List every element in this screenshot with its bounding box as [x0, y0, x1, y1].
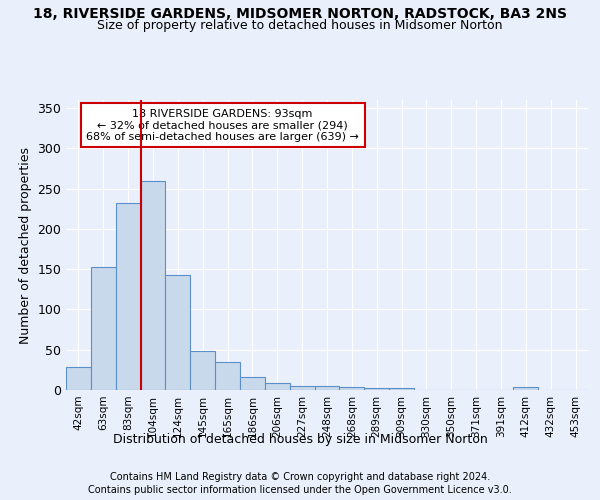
- Bar: [290, 386, 314, 390]
- Bar: [240, 377, 265, 390]
- Text: 18, RIVERSIDE GARDENS, MIDSOMER NORTON, RADSTOCK, BA3 2NS: 18, RIVERSIDE GARDENS, MIDSOMER NORTON, …: [33, 8, 567, 22]
- Text: Size of property relative to detached houses in Midsomer Norton: Size of property relative to detached ho…: [97, 18, 503, 32]
- Y-axis label: Number of detached properties: Number of detached properties: [19, 146, 32, 344]
- Text: Contains public sector information licensed under the Open Government Licence v3: Contains public sector information licen…: [88, 485, 512, 495]
- Bar: [140, 182, 166, 390]
- Bar: [190, 350, 215, 390]
- Bar: [215, 362, 240, 390]
- Bar: [166, 275, 190, 390]
- Text: Contains HM Land Registry data © Crown copyright and database right 2024.: Contains HM Land Registry data © Crown c…: [110, 472, 490, 482]
- Bar: [66, 368, 91, 390]
- Text: Distribution of detached houses by size in Midsomer Norton: Distribution of detached houses by size …: [113, 432, 487, 446]
- Bar: [314, 386, 340, 390]
- Bar: [91, 267, 116, 390]
- Bar: [514, 387, 538, 390]
- Bar: [116, 203, 140, 390]
- Bar: [389, 388, 414, 390]
- Text: 18 RIVERSIDE GARDENS: 93sqm
← 32% of detached houses are smaller (294)
68% of se: 18 RIVERSIDE GARDENS: 93sqm ← 32% of det…: [86, 108, 359, 142]
- Bar: [364, 388, 389, 390]
- Bar: [265, 383, 290, 390]
- Bar: [340, 387, 364, 390]
